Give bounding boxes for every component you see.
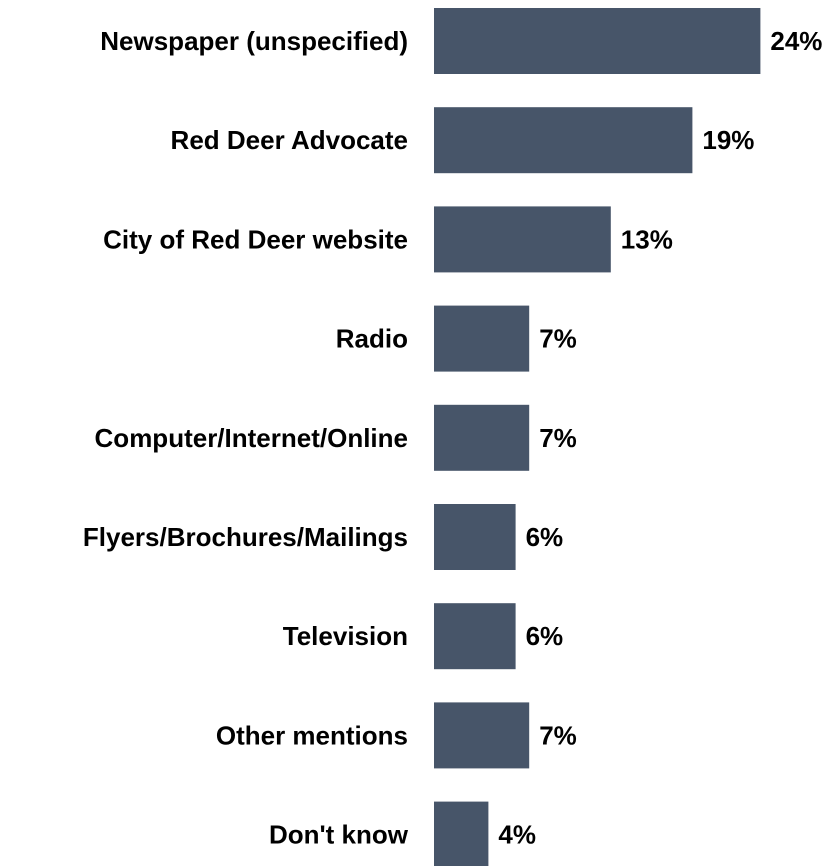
category-label: Red Deer Advocate (171, 125, 408, 155)
value-label: 7% (539, 720, 577, 750)
value-label: 6% (526, 621, 564, 651)
value-label: 19% (702, 125, 754, 155)
category-label: Television (283, 621, 408, 651)
category-label: Newspaper (unspecified) (100, 26, 408, 56)
category-label: Other mentions (216, 720, 408, 750)
category-label: Flyers/Brochures/Mailings (83, 522, 408, 552)
bars-group (434, 8, 761, 866)
value-label: 7% (539, 324, 577, 354)
value-labels-group: 24% 19% 13% 7% 7% 6% 6% 7% 4% (498, 26, 822, 850)
category-label: Radio (336, 324, 408, 354)
bar (434, 603, 516, 670)
category-label: Don't know (269, 820, 409, 850)
category-label: City of Red Deer website (103, 224, 408, 254)
value-label: 6% (526, 522, 564, 552)
value-label: 24% (770, 26, 822, 56)
value-label: 7% (539, 423, 577, 453)
value-label: 4% (498, 820, 536, 850)
value-label: 13% (621, 224, 673, 254)
bar (434, 107, 693, 174)
category-labels-group: Newspaper (unspecified) Red Deer Advocate… (83, 26, 409, 850)
bar (434, 404, 530, 471)
bar (434, 8, 761, 74)
bar (434, 305, 530, 372)
category-label: Computer/Internet/Online (95, 423, 408, 453)
bar (434, 206, 611, 273)
bar (434, 702, 530, 769)
bar (434, 801, 489, 866)
bar (434, 504, 516, 570)
